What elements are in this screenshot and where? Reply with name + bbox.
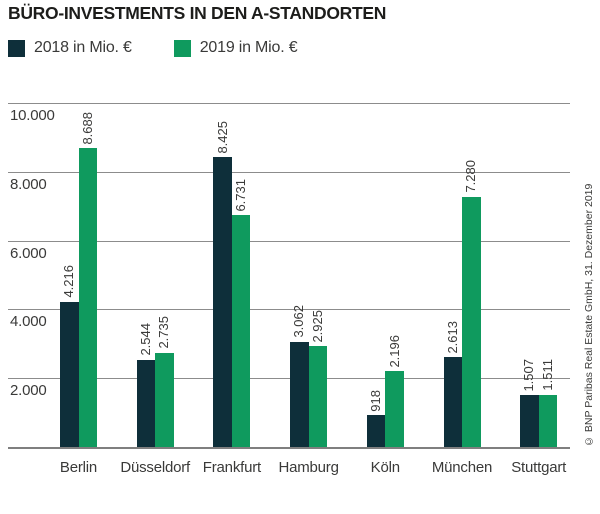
bar-value-label: 6.731 xyxy=(233,178,249,212)
legend-label-2018: 2018 in Mio. € xyxy=(34,39,132,56)
x-axis-category-label-hamburg: Hamburg xyxy=(278,459,339,476)
bar-2019-düsseldorf xyxy=(155,352,174,447)
bar-value-label: 1.507 xyxy=(521,358,537,392)
gridline-10.000 xyxy=(8,103,570,104)
bar-2018-frankfurt xyxy=(213,157,232,447)
y-axis-tick-label: 2.000 xyxy=(10,382,47,400)
bar-value-label: 2.735 xyxy=(156,316,172,349)
gridline-8.000 xyxy=(8,171,570,173)
chart-title: BÜRO-INVESTMENTS IN DEN A-STANDORTEN xyxy=(8,3,387,23)
legend-label-2019: 2019 in Mio. € xyxy=(199,39,298,56)
bar-2019-köln xyxy=(385,371,404,447)
gridline-2.000 xyxy=(8,378,570,380)
y-axis-tick-label: 4.000 xyxy=(10,313,47,331)
bar-2018-düsseldorf xyxy=(136,359,156,447)
source-attribution: © BNP Paribas Real Estate GmbH, 31. Deze… xyxy=(583,183,595,447)
bar-value-label: 2.925 xyxy=(309,309,325,343)
bar-2019-stuttgart xyxy=(538,395,558,447)
bar-value-label: 2.613 xyxy=(444,320,460,354)
legend-swatch-2018 xyxy=(8,39,25,57)
y-axis-tick-label: 8.000 xyxy=(10,175,47,193)
bar-2018-stuttgart xyxy=(520,395,539,447)
x-axis-category-label-düsseldorf: Düsseldorf xyxy=(120,459,191,476)
bar-value-label: 3.062 xyxy=(291,305,307,338)
bar-value-label: 1.511 xyxy=(539,359,555,392)
bar-2018-köln xyxy=(366,415,386,447)
chart-legend: 2018 in Mio. € 2019 in Mio. € xyxy=(8,39,298,57)
bar-2018-berlin xyxy=(60,301,79,447)
bar-value-label: 7.280 xyxy=(463,160,479,193)
bar-value-label: 2.544 xyxy=(137,322,153,356)
x-axis-category-label-münchen: München xyxy=(431,459,493,476)
legend-item-2018: 2018 in Mio. € xyxy=(8,39,132,57)
chart-plot-area: 2.000 4.000 6.000 8.000 10.000 4.216 8.688 Berl… xyxy=(8,103,570,476)
x-axis-category-label-berlin: Berlin xyxy=(59,459,98,476)
bar-2019-münchen xyxy=(462,196,481,447)
bar-value-label: 2.196 xyxy=(386,334,402,368)
bar-value-label: 8.425 xyxy=(214,120,230,154)
gridline-6.000 xyxy=(8,240,570,242)
bar-2019-frankfurt xyxy=(231,215,251,447)
bar-2018-münchen xyxy=(443,357,462,447)
legend-item-2019: 2019 in Mio. € xyxy=(173,39,298,57)
bar-value-label: 918 xyxy=(368,389,384,412)
x-axis-category-label-frankfurt: Frankfurt xyxy=(202,459,261,476)
legend-swatch-2019 xyxy=(173,39,191,57)
y-axis-tick-label: 6.000 xyxy=(10,244,47,262)
bar-2019-hamburg xyxy=(308,346,328,447)
gridline-4.000 xyxy=(8,309,570,311)
bar-2018-hamburg xyxy=(290,341,309,447)
x-axis-category-label-köln: Köln xyxy=(370,459,400,476)
bar-value-label: 4.216 xyxy=(61,265,77,298)
x-axis-category-label-stuttgart: Stuttgart xyxy=(511,459,567,476)
bar-2019-berlin xyxy=(78,148,97,447)
bar-value-label: 8.688 xyxy=(79,111,95,145)
y-axis-tick-label: 10.000 xyxy=(10,107,55,124)
